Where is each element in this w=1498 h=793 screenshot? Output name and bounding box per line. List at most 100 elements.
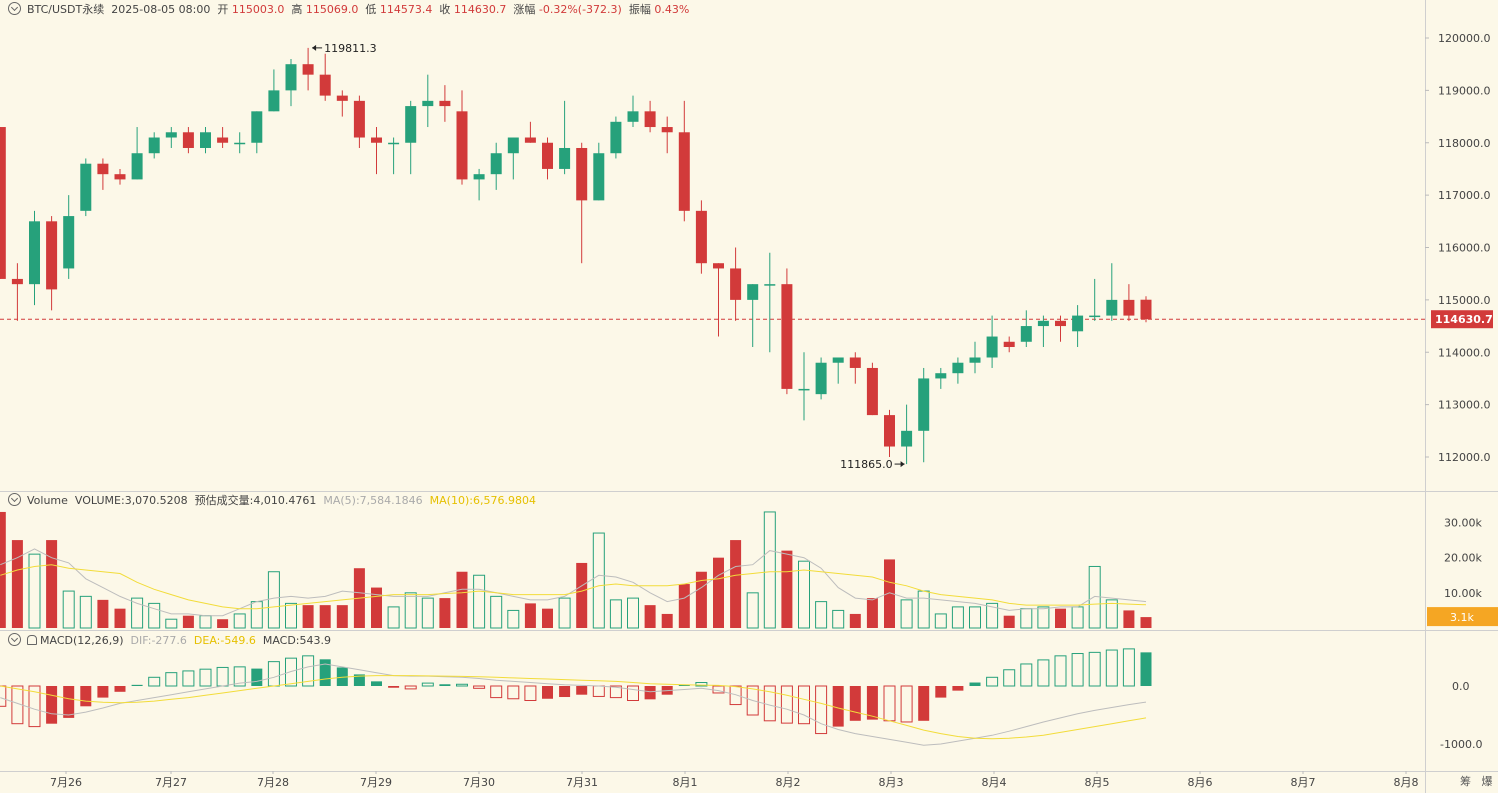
candle-body <box>661 127 673 133</box>
candle-body <box>832 357 844 363</box>
candle-body <box>1055 320 1066 327</box>
volume-bar <box>233 613 246 629</box>
volume-bar <box>490 595 503 629</box>
macd-histogram-bar <box>490 685 503 699</box>
low-label: 低 <box>365 3 377 16</box>
candle-body <box>644 111 656 128</box>
macd-histogram-bar <box>131 684 143 686</box>
bottom-right-tools: 筹 爆 <box>1460 775 1493 789</box>
candle-body <box>1020 326 1032 342</box>
candle-body <box>1140 299 1152 320</box>
time-tick-label: 8月1 <box>673 776 698 789</box>
macd-tick-label: -1000.0 <box>1440 738 1482 751</box>
macd-histogram-bar <box>815 685 828 735</box>
volume-bar <box>387 606 400 629</box>
macd-histogram-bar <box>388 686 400 688</box>
amplitude-label: 振幅 <box>628 3 651 16</box>
volume-bar <box>849 613 861 628</box>
macd-histogram-bar <box>473 685 486 689</box>
volume-bar <box>0 511 6 628</box>
collapse-price-icon[interactable] <box>8 2 21 15</box>
candle-body <box>11 278 23 285</box>
candle-body <box>200 132 211 148</box>
volume-ma10-line <box>0 564 1147 610</box>
volume-bars <box>0 511 1152 629</box>
candle-body <box>251 111 263 143</box>
time-tick-label: 8月7 <box>1291 776 1316 789</box>
volume-bar <box>866 598 878 628</box>
volume-header: Volume VOLUME:3,070.5208 预估成交量:4,010.476… <box>8 493 536 508</box>
candle-body <box>371 137 382 143</box>
macd-bars <box>0 648 1152 746</box>
time-tick-label: 7月26 <box>50 776 82 789</box>
min-arrow-head <box>900 461 905 468</box>
liquidation-button[interactable]: 爆 <box>1481 775 1493 788</box>
macd-histogram-bar <box>798 685 810 725</box>
volume-bar <box>542 608 553 628</box>
macd-histogram-bar <box>302 655 315 687</box>
low-value: 114573.4 <box>379 3 433 16</box>
macd-histogram-bar <box>695 682 708 687</box>
candle-body <box>986 336 998 358</box>
candle-body <box>866 367 878 416</box>
macd-histogram-bar <box>165 672 178 687</box>
candle-body <box>747 284 759 300</box>
candle-body <box>80 163 92 211</box>
chip-button[interactable]: 筹 <box>1460 775 1471 788</box>
volume-bar <box>473 574 486 629</box>
alert-bell-icon[interactable] <box>27 635 37 645</box>
volume-bar <box>62 590 75 629</box>
volume-bar <box>97 599 109 628</box>
volume-bar <box>746 592 759 629</box>
macd-histogram-bar <box>182 670 195 687</box>
macd-histogram-bar <box>199 668 212 687</box>
candles <box>0 47 1152 465</box>
time-tick-label: 7月30 <box>463 776 495 789</box>
volume-bar <box>900 599 913 629</box>
macd-histogram-bar <box>1003 669 1016 687</box>
macd-histogram-bar <box>900 685 913 723</box>
volume-bar <box>1037 606 1050 629</box>
candle-body <box>319 74 331 96</box>
macd-histogram-bar <box>148 676 161 687</box>
volume-ma5: MA(5):7,584.1846 <box>323 494 423 507</box>
volume-bar <box>217 619 229 628</box>
volume-bar <box>798 560 810 629</box>
candle-body <box>97 163 109 175</box>
volume-bar <box>46 540 58 628</box>
volume-bar <box>319 605 331 628</box>
volume-bar <box>148 602 161 629</box>
volume-bar <box>1105 599 1118 629</box>
candle-body <box>713 263 724 269</box>
macd-histogram-bar <box>63 686 75 718</box>
collapse-macd-icon[interactable] <box>8 633 21 646</box>
candle-body <box>627 111 639 122</box>
macd-histogram-bar <box>404 685 417 690</box>
volume-bar <box>951 606 964 629</box>
price-tick-label: 120000.0 <box>1438 32 1491 45</box>
volume-bar <box>1055 608 1066 628</box>
volume-tick-label: 10.00k <box>1444 587 1482 600</box>
max-price-label: 119811.3 <box>324 42 377 55</box>
volume-bar <box>456 571 468 628</box>
macd-histogram-bar <box>28 685 41 728</box>
candle-body <box>576 147 588 201</box>
macd-histogram-bar <box>609 685 622 699</box>
collapse-volume-icon[interactable] <box>8 493 21 506</box>
volume-bar <box>969 606 981 629</box>
candle-body <box>114 174 126 180</box>
volume-bar <box>763 511 776 629</box>
macd-histogram-bar <box>832 686 844 727</box>
candle-body <box>439 100 451 107</box>
candle-body <box>1072 315 1084 332</box>
price-tick-label: 117000.0 <box>1438 189 1491 202</box>
candle-body <box>0 127 6 279</box>
candle-body <box>353 100 365 138</box>
candle-body <box>542 142 553 169</box>
price-tick-label: 116000.0 <box>1438 242 1491 255</box>
macd-histogram-bar <box>114 686 126 692</box>
volume-bar <box>1020 608 1033 629</box>
candle-body <box>63 216 75 269</box>
candle-body <box>182 132 194 148</box>
